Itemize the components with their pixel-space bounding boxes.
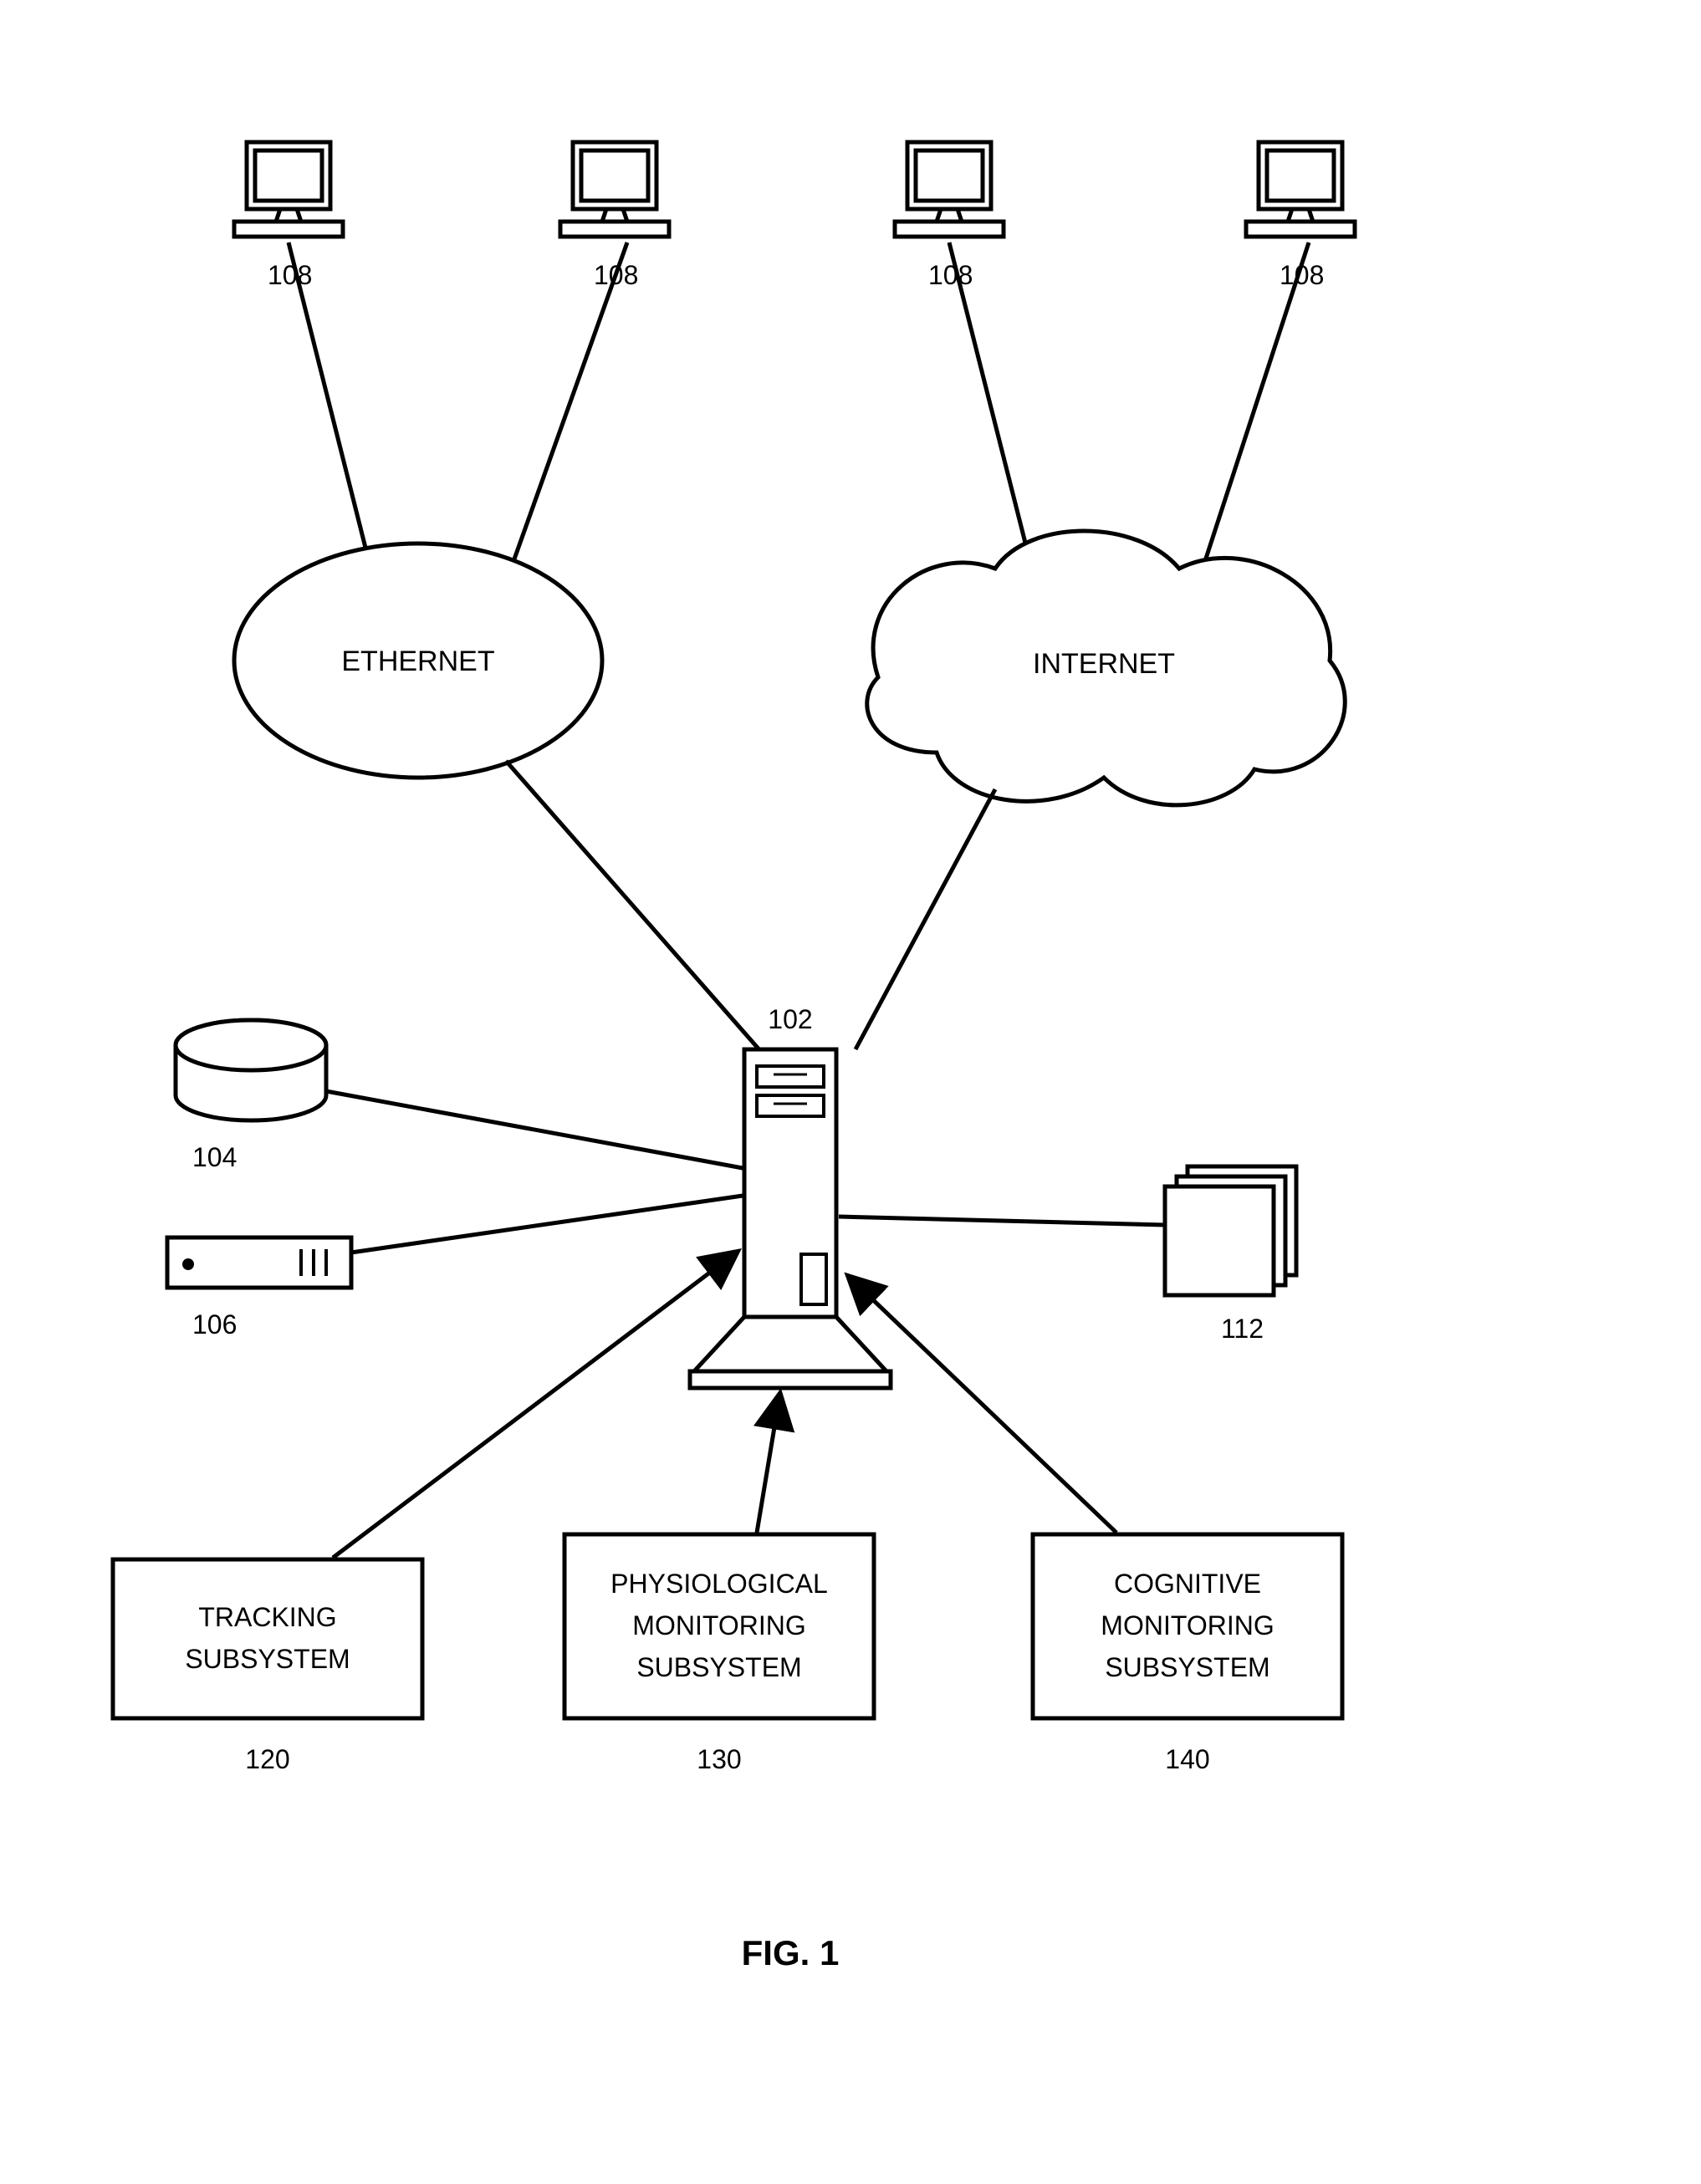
database-label: 104: [192, 1142, 237, 1172]
device-label: 106: [192, 1309, 237, 1339]
cognitive-label: 140: [1165, 1744, 1209, 1774]
internet-label: INTERNET: [1033, 648, 1175, 680]
edge-internet-server: [856, 789, 995, 1049]
arrow-physiological-server: [757, 1392, 780, 1533]
files-label: 112: [1221, 1314, 1264, 1344]
computer-3: [895, 142, 1004, 237]
figure-title: FIG. 1: [742, 1933, 840, 1972]
physiological-line-2: MONITORING: [632, 1610, 805, 1641]
computer-1: [234, 142, 343, 237]
computer-4: [1246, 142, 1355, 237]
physiological-line-3: SUBSYSTEM: [636, 1652, 801, 1682]
database-node: [176, 1020, 326, 1120]
cognitive-line-1: COGNITIVE: [1114, 1569, 1261, 1599]
server-label: 102: [768, 1004, 812, 1034]
edge-c3-internet: [949, 242, 1029, 556]
tracking-subsystem-box: [113, 1559, 422, 1718]
ethernet-label: ETHERNET: [341, 646, 494, 677]
diagram-svg: 108 108 108 108 ETHERNET INTERNET 102: [0, 0, 1701, 2184]
computer-3-label: 108: [928, 260, 973, 290]
edge-c2-ethernet: [512, 242, 627, 566]
tracking-line-2: SUBSYSTEM: [185, 1644, 350, 1674]
cognitive-line-3: SUBSYSTEM: [1105, 1652, 1269, 1682]
edge-device-server: [351, 1196, 743, 1253]
cognitive-line-2: MONITORING: [1101, 1610, 1274, 1641]
device-node: [167, 1237, 351, 1288]
arrow-cognitive-server: [847, 1275, 1116, 1533]
physiological-label: 130: [697, 1744, 741, 1774]
arrow-tracking-server: [333, 1251, 738, 1558]
edge-database-server: [326, 1091, 743, 1168]
edge-server-files: [839, 1217, 1165, 1225]
tracking-label: 120: [245, 1744, 289, 1774]
computer-2: [560, 142, 669, 237]
files-node: [1165, 1166, 1296, 1295]
edge-c1-ethernet: [289, 242, 365, 548]
physiological-line-1: PHYSIOLOGICAL: [610, 1569, 828, 1599]
tracking-line-1: TRACKING: [198, 1602, 336, 1632]
edge-ethernet-server: [506, 761, 763, 1054]
computer-1-label: 108: [268, 260, 312, 290]
edge-c4-internet: [1204, 242, 1309, 564]
